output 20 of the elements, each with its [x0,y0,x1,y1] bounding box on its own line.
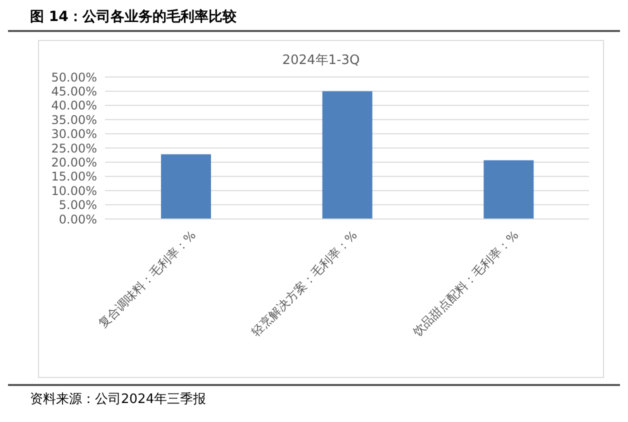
text: 资料来源：公司2024年三季报 [30,391,208,408]
y-tick-label: 50.00% [51,70,97,84]
bar [484,160,534,219]
y-tick-label: 20.00% [51,155,97,170]
y-tick-label: 25.00% [51,141,97,156]
y-tick-label: 30.00% [51,127,97,142]
y-tick-label: 35.00% [51,112,97,127]
bar [161,154,211,219]
x-tick-label: 复合调味料：毛利率：% [96,228,199,331]
bar [322,91,372,219]
x-tick-label: 饮品甜点配料：毛利率：% [409,228,522,340]
y-tick-label: 10.00% [51,184,97,198]
y-tick-label: 0.00% [58,212,97,226]
x-tick-label: 轻烹解决方案：毛利率：% [248,228,360,340]
chart-subtitle: 2024年1-3Q [281,52,361,69]
y-tick-label: 40.00% [51,98,97,113]
y-tick-label: 45.00% [51,84,97,98]
chart-title: 图 14：公司各业务的毛利率比较 [8,8,620,32]
y-tick-label: 5.00% [58,198,97,212]
y-tick-label: 15.00% [51,170,97,184]
